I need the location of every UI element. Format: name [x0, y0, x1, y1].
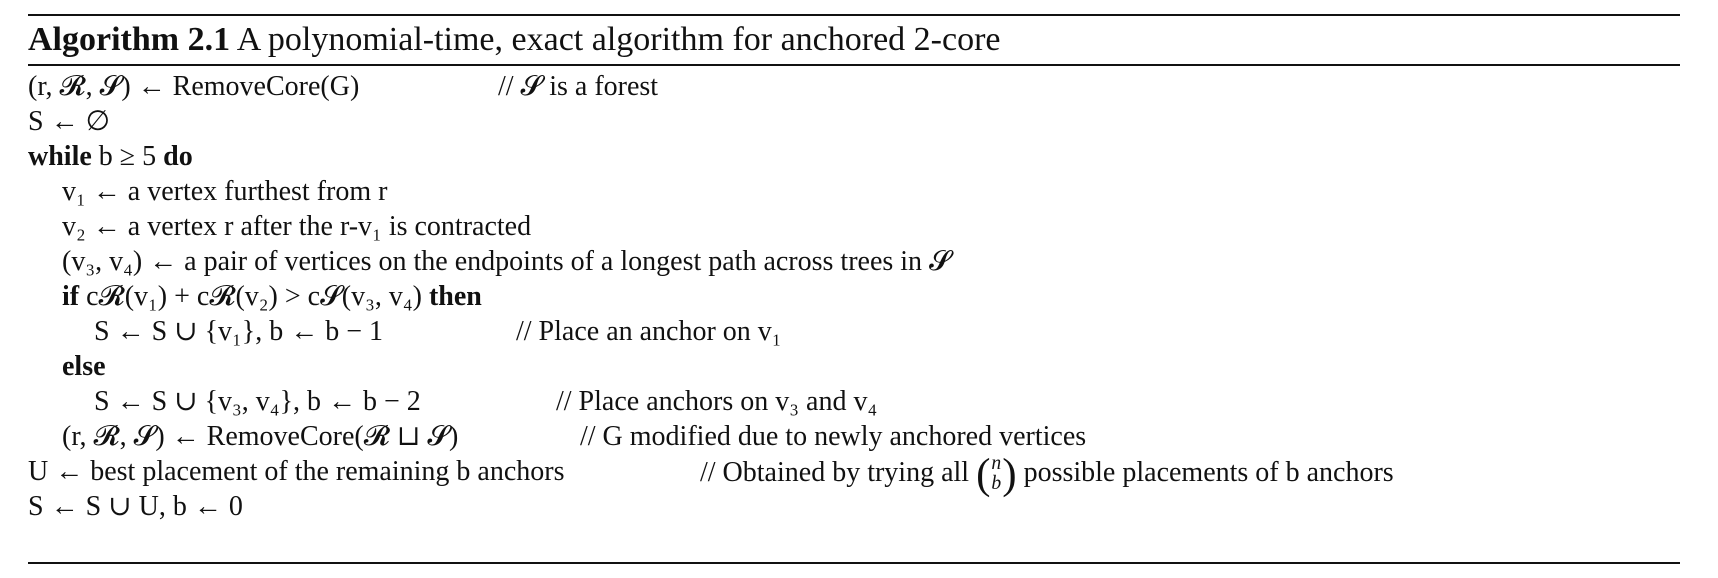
line-code: b ≥ 5	[91, 140, 164, 172]
line-code: v₂ ← a vertex r after the r-v₁ is contra…	[62, 210, 532, 242]
line-comment: // Obtained by trying all ( n b ) possib…	[700, 450, 1394, 498]
line-code: S ← ∅	[28, 105, 110, 137]
algorithm-line: (v₃, v₄) ← a pair of vertices on the end…	[28, 243, 951, 281]
binomial-bottom: b	[991, 473, 1002, 495]
line-code: S ← S ∪ U, b ← 0	[28, 490, 243, 522]
line-code: c𝓡(v₁) + c𝓡(v₂) > c𝓢(v₃, v₄)	[79, 280, 429, 312]
comment-suffix: possible placements of b anchors	[1023, 456, 1394, 488]
algorithm-label: Algorithm 2.1	[28, 21, 231, 58]
algorithm-body: (r, 𝓡, 𝓢) ← RemoveCore(G) // 𝓢 is a fore…	[28, 66, 1680, 566]
algorithm-line: S ← S ∪ U, b ← 0	[28, 488, 243, 526]
line-comment: // 𝓢 is a forest	[498, 70, 659, 102]
caption-rule	[28, 64, 1680, 66]
algorithm-line: (r, 𝓡, 𝓢) ← RemoveCore(𝓡 ⊔ 𝓢) // G modif…	[28, 418, 1086, 456]
keyword-if: if	[62, 280, 80, 312]
line-code: S ← S ∪ {v₃, v₄}, b ← b − 2	[94, 385, 421, 417]
algorithm-line: v₂ ← a vertex r after the r-v₁ is contra…	[28, 208, 531, 246]
algorithm-block: Algorithm 2.1 A polynomial-time, exact a…	[28, 14, 1680, 566]
line-code: (r, 𝓡, 𝓢) ← RemoveCore(𝓡 ⊔ 𝓢)	[62, 420, 459, 452]
algorithm-line: (r, 𝓡, 𝓢) ← RemoveCore(G) // 𝓢 is a fore…	[28, 68, 658, 106]
comment-prefix: // Obtained by trying all	[700, 456, 970, 488]
algorithm-line: v₁ ← a vertex furthest from r	[28, 173, 387, 211]
algorithm-line: else	[28, 348, 106, 386]
algorithm-line: S ← ∅	[28, 103, 110, 141]
line-comment: // G modified due to newly anchored vert…	[580, 420, 1087, 452]
line-comment: // Place anchors on v₃ and v₄	[556, 385, 878, 417]
keyword-do: do	[163, 140, 193, 172]
binomial-coefficient: ( n b )	[976, 450, 1017, 498]
keyword-while: while	[28, 140, 92, 172]
algorithm-line: S ← S ∪ {v₃, v₄}, b ← b − 2 // Place anc…	[28, 383, 877, 421]
algorithm-line: S ← S ∪ {v₁}, b ← b − 1 // Place an anch…	[28, 313, 782, 351]
keyword-then: then	[428, 280, 482, 312]
algorithm-line: U ← best placement of the remaining b an…	[28, 452, 1394, 495]
top-rule	[28, 14, 1680, 16]
algorithm-title: A polynomial-time, exact algorithm for a…	[236, 21, 1001, 58]
line-code: (v₃, v₄) ← a pair of vertices on the end…	[62, 245, 951, 277]
algorithm-caption: Algorithm 2.1 A polynomial-time, exact a…	[28, 16, 1680, 64]
bottom-rule	[28, 562, 1680, 564]
line-code: v₁ ← a vertex furthest from r	[62, 175, 388, 207]
algorithm-line: if c𝓡(v₁) + c𝓡(v₂) > c𝓢(v₃, v₄) then	[28, 278, 482, 316]
line-comment: // Place an anchor on v₁	[516, 315, 782, 347]
keyword-else: else	[62, 350, 106, 382]
line-code: U ← best placement of the remaining b an…	[28, 455, 565, 487]
binomial-top: n	[991, 453, 1002, 475]
line-code: S ← S ∪ {v₁}, b ← b − 1	[94, 315, 384, 347]
line-code: (r, 𝓡, 𝓢) ← RemoveCore(G)	[28, 70, 360, 102]
algorithm-line: while b ≥ 5 do	[28, 138, 193, 176]
